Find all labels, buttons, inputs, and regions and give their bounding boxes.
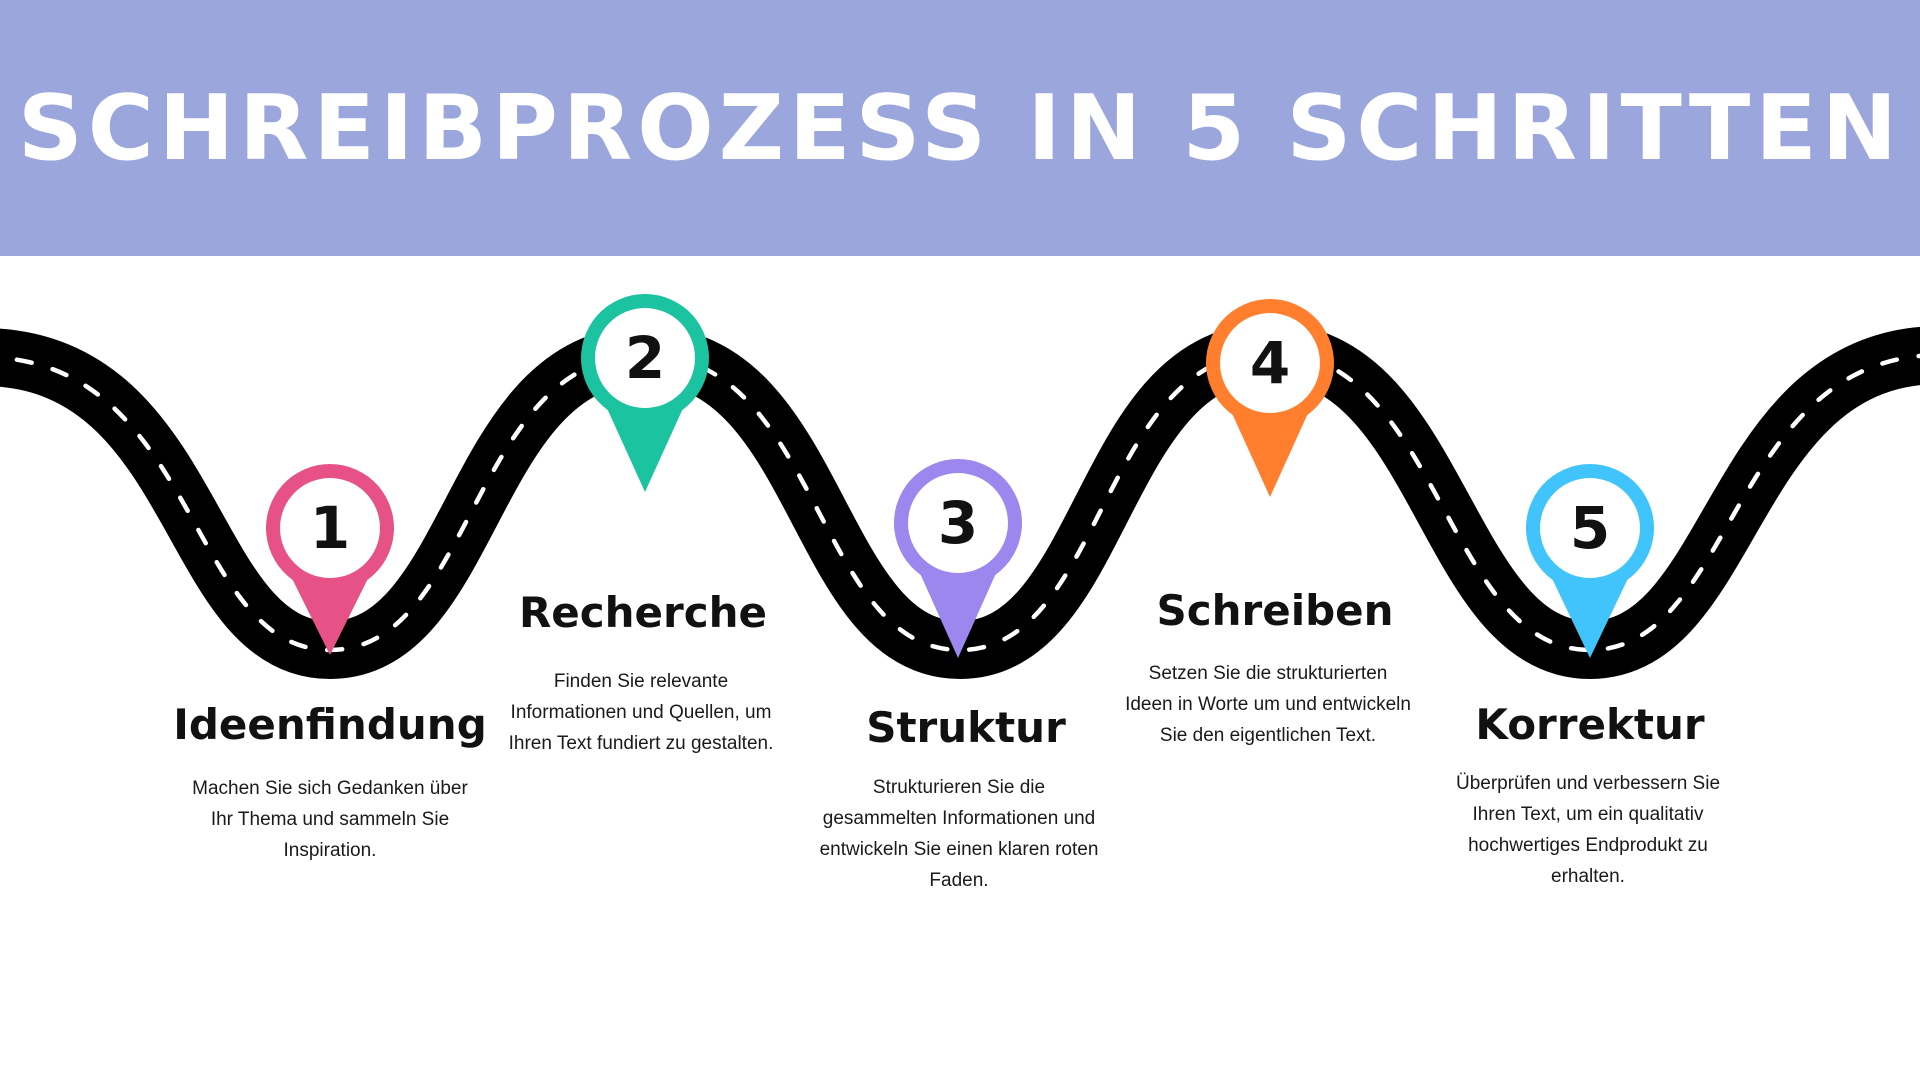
header-band: SCHREIBPROZESS IN 5 SCHRITTEN (0, 0, 1920, 256)
map-pin-icon-3: 3 (894, 459, 1022, 658)
step-title-3: Struktur (866, 703, 1066, 752)
step-description-1: Machen Sie sich Gedanken über Ihr Thema … (192, 778, 468, 861)
page-title: SCHREIBPROZESS IN 5 SCHRITTEN (17, 75, 1903, 181)
map-pin-icon-4: 4 (1206, 299, 1334, 497)
step-number-4: 4 (1250, 329, 1290, 397)
map-pin-icon-5: 5 (1525, 464, 1654, 658)
step-title-2: Recherche (518, 588, 768, 637)
map-pin-inner-circle-4 (1220, 313, 1320, 413)
step-number-5: 5 (1570, 494, 1610, 562)
map-pin-inner-circle-3 (908, 473, 1008, 573)
step-title-1: Ideenfindung (173, 700, 487, 749)
step-title-4: Schreiben (1156, 586, 1394, 635)
map-pin-inner-circle-1 (280, 478, 380, 578)
step-description-4: Setzen Sie die strukturierten Ideen in W… (1125, 663, 1411, 746)
map-pin-icon-2: 2 (581, 294, 709, 492)
step-description-5: Überprüfen und verbessern Sie Ihren Text… (1455, 773, 1721, 887)
step-description-2: Finden Sie relevante Informationen und Q… (508, 671, 774, 754)
map-pin-inner-circle-5 (1540, 478, 1640, 578)
step-title-5: Korrektur (1475, 700, 1705, 749)
step-number-1: 1 (310, 494, 350, 562)
step-description-3: Strukturieren Sie die gesammelten Inform… (819, 777, 1099, 891)
step-number-2: 2 (625, 324, 665, 392)
step-number-3: 3 (938, 489, 978, 557)
map-pin-icon-1: 1 (266, 464, 395, 655)
location-pins: 1 2 3 4 5 (266, 294, 1654, 658)
map-pin-inner-circle-2 (595, 308, 695, 408)
